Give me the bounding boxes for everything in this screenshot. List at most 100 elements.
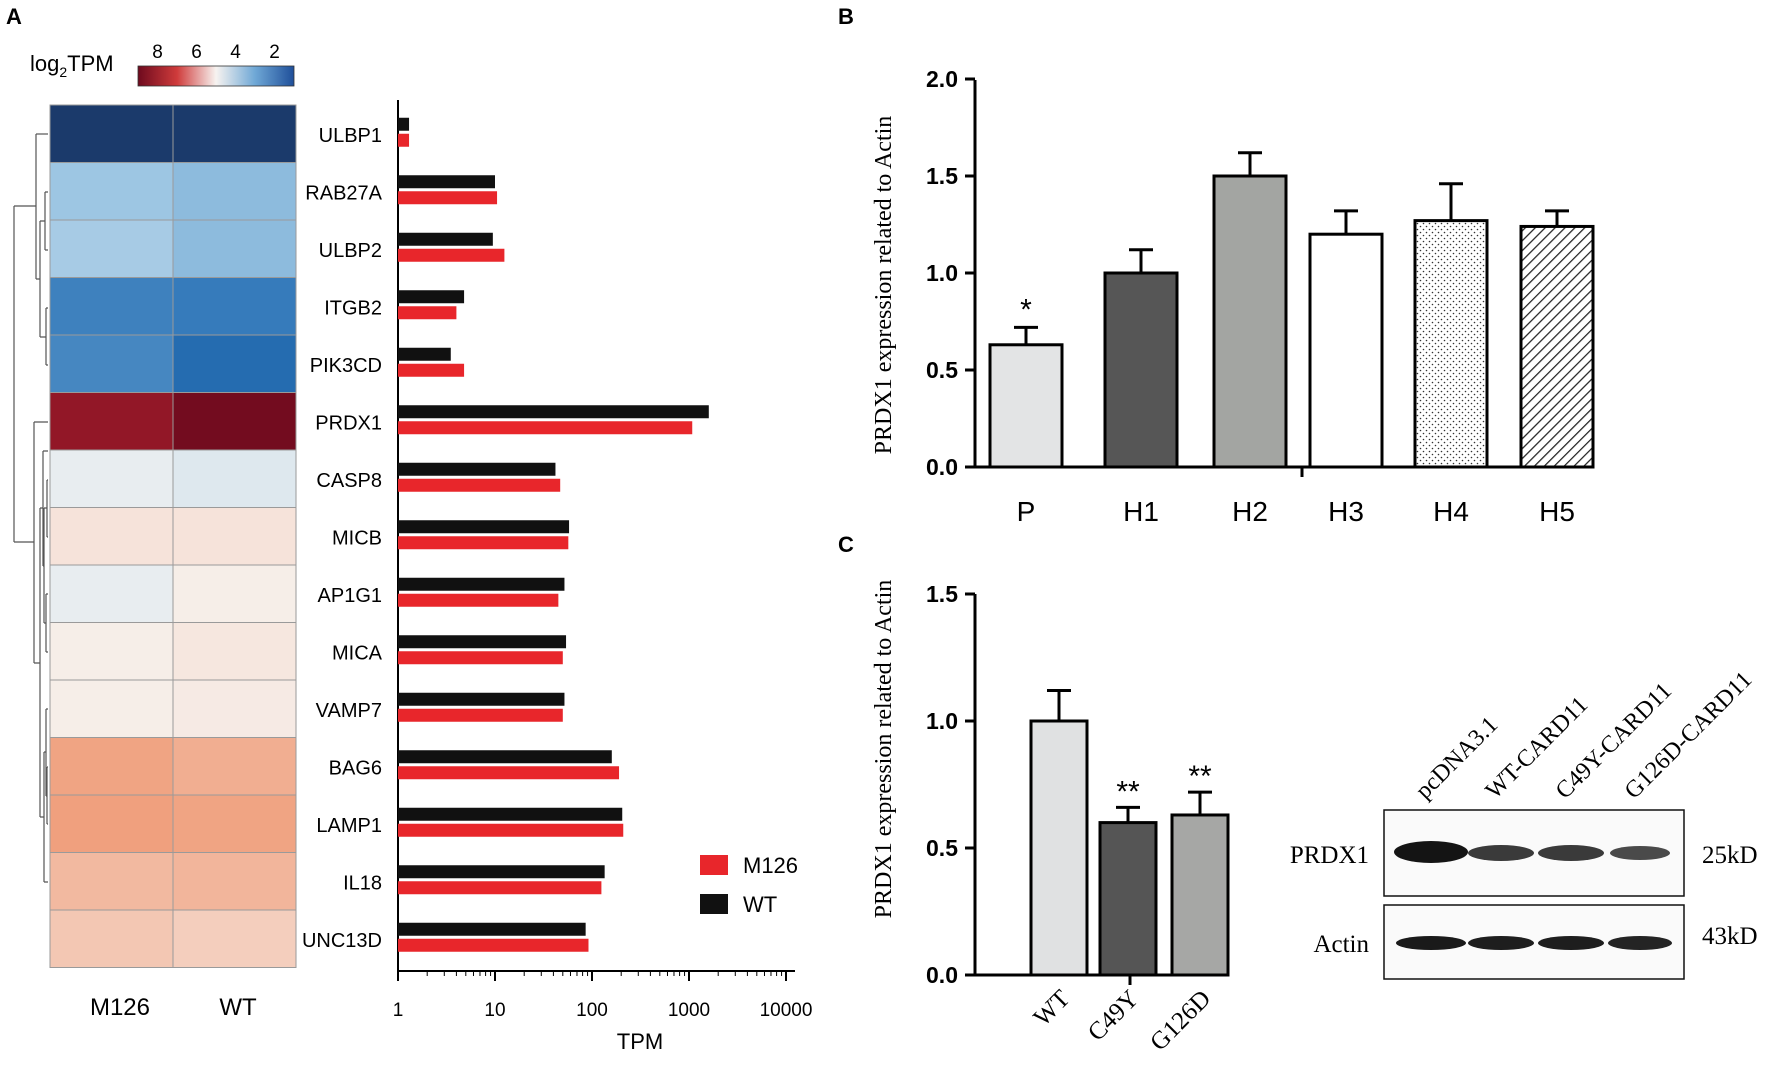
panel-b-y-label: PRDX1 expression related to Actin bbox=[871, 116, 897, 455]
blot-lane-label: G126D-CARD11 bbox=[1620, 667, 1757, 804]
tpm-x-tick-label: 1000 bbox=[668, 1000, 710, 1021]
colorbar-tick-label: 2 bbox=[269, 42, 280, 63]
tpm-x-tick-label: 100 bbox=[576, 1000, 608, 1021]
tpm-x-axis-label: TPM bbox=[617, 1029, 663, 1054]
heatmap-cell bbox=[49, 794, 174, 853]
tpm-bar-wt bbox=[398, 750, 612, 764]
heatmap-row-label: AP1G1 bbox=[318, 585, 382, 607]
heatmap-row-label: ULBP2 bbox=[319, 240, 382, 262]
panel-c-y-tick-label: 0.5 bbox=[926, 835, 958, 861]
panel-c-chart: PRDX1 expression related to Actin 0.0 0.5… bbox=[871, 580, 1230, 1056]
panel-b-y-tick-label: 1.0 bbox=[926, 260, 958, 286]
heatmap-row-label: MICA bbox=[332, 642, 383, 664]
tpm-bar-wt bbox=[398, 232, 493, 246]
tpm-bar-m126 bbox=[398, 133, 410, 147]
tpm-bar-wt bbox=[398, 175, 495, 189]
panel-b-bar bbox=[1212, 174, 1288, 469]
legend-swatch-m126 bbox=[700, 855, 728, 875]
tpm-bar-wt bbox=[398, 807, 623, 821]
tpm-bar-m126 bbox=[398, 708, 563, 722]
heatmap-cell bbox=[172, 219, 297, 278]
heatmap-cell bbox=[172, 622, 297, 681]
colorbar-tick-label: 8 bbox=[152, 42, 163, 63]
tpm-bar-m126 bbox=[398, 593, 559, 607]
heatmap-cell bbox=[172, 679, 297, 738]
panel-c-x-label: C49Y bbox=[1083, 985, 1144, 1046]
tpm-x-tick-label: 10 bbox=[484, 1000, 505, 1021]
tpm-bar-m126 bbox=[398, 823, 624, 837]
heatmap-cell bbox=[49, 909, 174, 968]
tpm-bar-m126 bbox=[398, 938, 589, 952]
tpm-legend: M126 WT bbox=[700, 853, 798, 917]
heatmap-cell bbox=[49, 104, 174, 163]
heatmap-row-label: MICB bbox=[332, 527, 382, 549]
tpm-bar-m126 bbox=[398, 881, 602, 895]
heatmap-row-label: UNC13D bbox=[302, 930, 382, 952]
heatmap-cell bbox=[172, 564, 297, 623]
heatmap-cell bbox=[49, 679, 174, 738]
panel-b-chart: PRDX1 expression related to Actin 0.0 0.5… bbox=[871, 66, 1595, 527]
colorbar-tick-label: 6 bbox=[191, 42, 202, 63]
heatmap-row-label: BAG6 bbox=[329, 757, 382, 779]
tpm-x-tick-label: 1 bbox=[393, 1000, 404, 1021]
blot-band bbox=[1608, 936, 1672, 950]
heatmap-cell bbox=[172, 104, 297, 163]
actin-bands bbox=[1396, 936, 1672, 950]
panel-b-x-label: H2 bbox=[1232, 496, 1268, 527]
panel-b-x-label: H1 bbox=[1123, 496, 1159, 527]
heatmap-cell bbox=[172, 909, 297, 968]
blot-band bbox=[1396, 936, 1466, 950]
panel-c-y-label: PRDX1 expression related to Actin bbox=[871, 580, 897, 919]
heatmap-row-label: VAMP7 bbox=[316, 700, 382, 722]
tpm-bar-m126 bbox=[398, 363, 465, 377]
colorbar-gradient bbox=[137, 65, 295, 87]
prdx1-bands bbox=[1394, 841, 1670, 863]
heatmap-row-label: CASP8 bbox=[316, 470, 382, 492]
panel-c-x-label: G126D bbox=[1145, 985, 1216, 1056]
panel-b-bar bbox=[988, 343, 1064, 469]
panel-b-significance: * bbox=[1020, 293, 1032, 326]
panel-b-y-tick-label: 1.5 bbox=[926, 163, 958, 189]
blot-band bbox=[1538, 936, 1604, 950]
tpm-bar-m126 bbox=[398, 421, 693, 435]
heatmap-cell bbox=[49, 507, 174, 566]
tpm-bar-wt bbox=[398, 635, 567, 649]
panel-c-bar bbox=[1170, 813, 1230, 977]
panel-b-bar bbox=[1413, 219, 1489, 469]
heatmap-cell bbox=[49, 392, 174, 451]
heatmap-cell bbox=[172, 794, 297, 853]
heatmap-cell bbox=[172, 449, 297, 508]
legend-label-m126: M126 bbox=[743, 853, 798, 878]
heatmap-col-label: M126 bbox=[90, 994, 150, 1021]
tpm-bar-wt bbox=[398, 405, 709, 419]
heatmap-cell bbox=[49, 564, 174, 623]
panel-c-bar bbox=[1029, 719, 1089, 977]
heatmap-cell bbox=[172, 852, 297, 911]
legend-label-wt: WT bbox=[743, 892, 777, 917]
heatmap-cell bbox=[172, 737, 297, 796]
heatmap-cell bbox=[172, 162, 297, 221]
panel-a-label: A bbox=[6, 4, 22, 29]
panel-b-bar bbox=[1308, 232, 1384, 469]
panel-b-x-label: P bbox=[1017, 496, 1036, 527]
colorbar: log2TPM 8 6 4 2 bbox=[30, 42, 295, 87]
blot-band bbox=[1538, 845, 1604, 861]
panel-c-significance: ** bbox=[1116, 775, 1140, 808]
tpm-bar-wt bbox=[398, 520, 570, 534]
panel-b-x-label: H4 bbox=[1433, 496, 1469, 527]
heatmap-col-label: WT bbox=[219, 994, 257, 1021]
heatmap-cell bbox=[49, 162, 174, 221]
tpm-bar-m126 bbox=[398, 191, 498, 205]
heatmap-cell bbox=[49, 852, 174, 911]
tpm-bar-wt bbox=[398, 290, 465, 304]
blot-band bbox=[1394, 841, 1468, 863]
heatmap-cell bbox=[49, 334, 174, 393]
panel-c-y-tick-label: 1.0 bbox=[926, 708, 958, 734]
tpm-bar-m126 bbox=[398, 478, 561, 492]
heatmap-cell bbox=[49, 622, 174, 681]
heatmap-cell bbox=[49, 737, 174, 796]
tpm-bar-m126 bbox=[398, 766, 620, 780]
panel-b-y-tick-label: 0.0 bbox=[926, 454, 958, 480]
tpm-bar-chart: 1 10 100 1000 10000 TPM M126 WT bbox=[393, 100, 812, 1054]
heatmap-row-label: PRDX1 bbox=[315, 412, 382, 434]
